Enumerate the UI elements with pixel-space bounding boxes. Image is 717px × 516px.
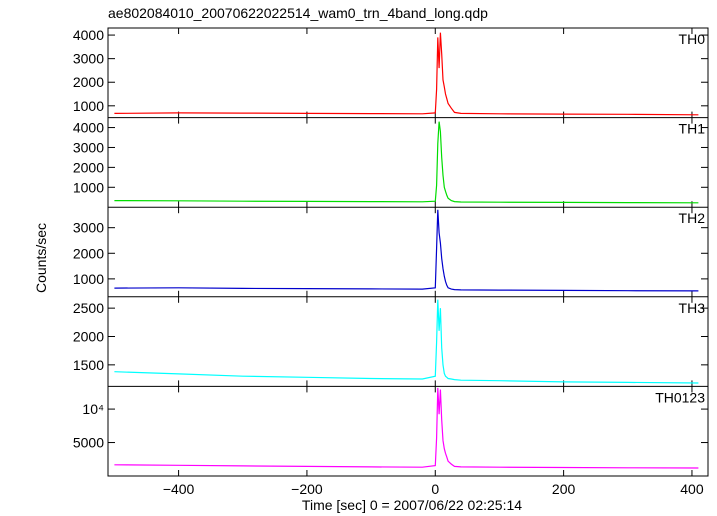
x-tick-label: 200 (552, 481, 576, 497)
y-tick-label: 5000 (73, 435, 104, 451)
series-line-th2 (114, 209, 699, 292)
y-tick-label: 2000 (73, 245, 104, 261)
panel-label: TH0123 (655, 389, 705, 405)
x-tick-label: −200 (291, 481, 323, 497)
y-tick-label: 2000 (73, 328, 104, 344)
y-tick-label: 2000 (73, 74, 104, 90)
x-tick-label: −400 (163, 481, 195, 497)
series-line-th0 (114, 32, 699, 116)
y-tick-label: 10⁴ (82, 401, 104, 417)
y-tick-label: 1000 (73, 179, 104, 195)
y-tick-label: 4000 (73, 27, 104, 43)
y-tick-label: 1000 (73, 98, 104, 114)
chart-title: ae802084010_20070622022514_wam0_trn_4ban… (108, 5, 488, 21)
series-line-th1 (114, 121, 699, 204)
y-tick-label: 1000 (73, 271, 104, 287)
series-line-th0123 (114, 387, 699, 469)
x-tick-label: 400 (680, 481, 704, 497)
panel-label: TH1 (679, 121, 706, 137)
y-tick-label: 3000 (73, 220, 104, 236)
y-tick-label: 1500 (73, 357, 104, 373)
series-line-th3 (114, 299, 699, 384)
y-tick-label: 2000 (73, 159, 104, 175)
panel-label: TH2 (679, 210, 706, 226)
y-tick-label: 4000 (73, 120, 104, 136)
x-tick-label: 0 (431, 481, 439, 497)
y-axis-label: Counts/sec (33, 223, 49, 293)
panel-label: TH0 (679, 31, 706, 47)
y-tick-label: 2500 (73, 300, 104, 316)
x-axis-label: Time [sec] 0 = 2007/06/22 02:25:14 (302, 497, 522, 513)
plot-frame (107, 27, 709, 477)
y-tick-label: 3000 (73, 51, 104, 67)
panel-label: TH3 (679, 300, 706, 316)
y-tick-label: 3000 (73, 139, 104, 155)
